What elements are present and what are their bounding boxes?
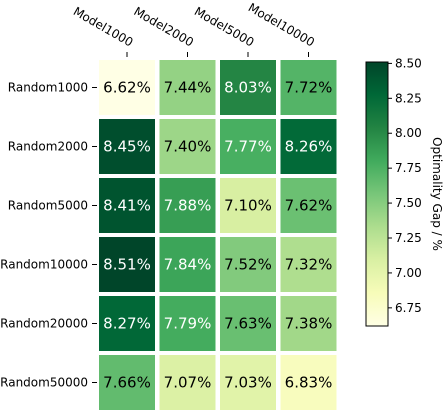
heatmap-cell-r4-c1 [159, 296, 216, 351]
heatmap-value-label: 8.26% [285, 138, 333, 156]
heatmap-value-label: 6.62% [103, 79, 151, 97]
colorbar-tick-label: 8.50 [395, 56, 422, 70]
heatmap-cell-r0-c0 [99, 60, 155, 115]
heatmap-value-label: 7.38% [285, 315, 333, 333]
heatmap-cell-r2-c3 [280, 178, 337, 233]
heatmap-value-label: 8.51% [103, 256, 151, 274]
y-axis: Random1000 Random2000 Random5000 Random1000… [0, 81, 97, 390]
heatmap-cell-labels: 6.62% 7.44% 8.03% 7.72% 8.45% 7.40% 7.77% 8.26%… [103, 79, 332, 392]
heatmap-cell-r4-c0 [99, 296, 155, 351]
heatmap-cell-r4-c3 [280, 296, 337, 351]
heatmap-value-label: 8.03% [224, 79, 272, 97]
heatmap-cell-r1-c2 [220, 119, 276, 174]
heatmap-cells [99, 60, 337, 410]
heatmap-cell-r5-c1 [159, 355, 216, 410]
y-tick-label: Random2000 [8, 140, 88, 154]
heatmap-value-label: 7.40% [164, 138, 212, 156]
heatmap-value-label: 8.41% [103, 197, 151, 215]
heatmap-cell-r5-c3 [280, 355, 337, 410]
x-tick-label: Model1000 [71, 4, 136, 49]
colorbar-tick-label: 7.25 [395, 231, 422, 245]
heatmap-cell-r2-c2 [220, 178, 276, 233]
heatmap-cell-r1-c3 [280, 119, 337, 174]
heatmap-cell-r0-c1 [159, 60, 216, 115]
heatmap-cell-r1-c1 [159, 119, 216, 174]
heatmap-value-label: 7.84% [164, 256, 212, 274]
heatmap-cell-r0-c3 [280, 60, 337, 115]
heatmap-cell-r3-c3 [280, 237, 337, 292]
y-tick-label: Random5000 [8, 199, 88, 213]
colorbar-tick-label: 8.25 [395, 91, 422, 105]
colorbar-gradient [365, 61, 389, 327]
heatmap-cell-r3-c1 [159, 237, 216, 292]
heatmap-value-label: 7.77% [224, 138, 272, 156]
colorbar-label: Optimality Gap / % [430, 137, 444, 251]
heatmap-value-label: 7.88% [164, 197, 212, 215]
heatmap-value-label: 8.27% [103, 315, 151, 333]
x-tick-label: Model2000 [131, 4, 196, 49]
colorbar-tick-label: 7.75 [395, 161, 422, 175]
heatmap-cell-r2-c1 [159, 178, 216, 233]
heatmap-value-label: 6.83% [285, 374, 333, 392]
colorbar-tick-label: 6.75 [395, 301, 422, 315]
heatmap-cell-r4-c2 [220, 296, 276, 351]
y-tick-label: Random20000 [0, 317, 88, 331]
x-tick-label: Model10000 [246, 0, 317, 49]
colorbar-tick-label: 7.50 [395, 196, 422, 210]
colorbar: 6.75 7.00 7.25 7.50 7.75 8.00 8.25 8.50 Optimali… [365, 56, 444, 327]
heatmap-cell-r3-c0 [99, 237, 155, 292]
y-tick-label: Random10000 [0, 258, 88, 272]
y-tick-label: Random1000 [8, 81, 88, 95]
heatmap-value-label: 7.52% [224, 256, 272, 274]
colorbar-tick-label: 8.00 [395, 126, 422, 140]
heatmap-value-label: 7.63% [224, 315, 272, 333]
heatmap-value-label: 7.07% [164, 374, 212, 392]
heatmap-value-label: 7.79% [164, 315, 212, 333]
heatmap-value-label: 7.10% [224, 197, 272, 215]
heatmap-value-label: 7.03% [224, 374, 272, 392]
heatmap-cell-r1-c0 [99, 119, 155, 174]
heatmap-value-label: 7.62% [285, 197, 333, 215]
heatmap-cell-r5-c0 [99, 355, 155, 410]
heatmap-cell-r3-c2 [220, 237, 276, 292]
y-tick-label: Random50000 [0, 376, 88, 390]
heatmap-value-label: 7.44% [164, 79, 212, 97]
heatmap-cell-r5-c2 [220, 355, 276, 410]
heatmap-value-label: 7.72% [285, 79, 333, 97]
heatmap-cell-r2-c0 [99, 178, 155, 233]
heatmap-cell-r0-c2 [220, 60, 276, 115]
heatmap-value-label: 7.32% [285, 256, 333, 274]
colorbar-tick-label: 7.00 [395, 266, 422, 280]
heatmap-value-label: 7.66% [103, 374, 151, 392]
heatmap-value-label: 8.45% [103, 138, 151, 156]
